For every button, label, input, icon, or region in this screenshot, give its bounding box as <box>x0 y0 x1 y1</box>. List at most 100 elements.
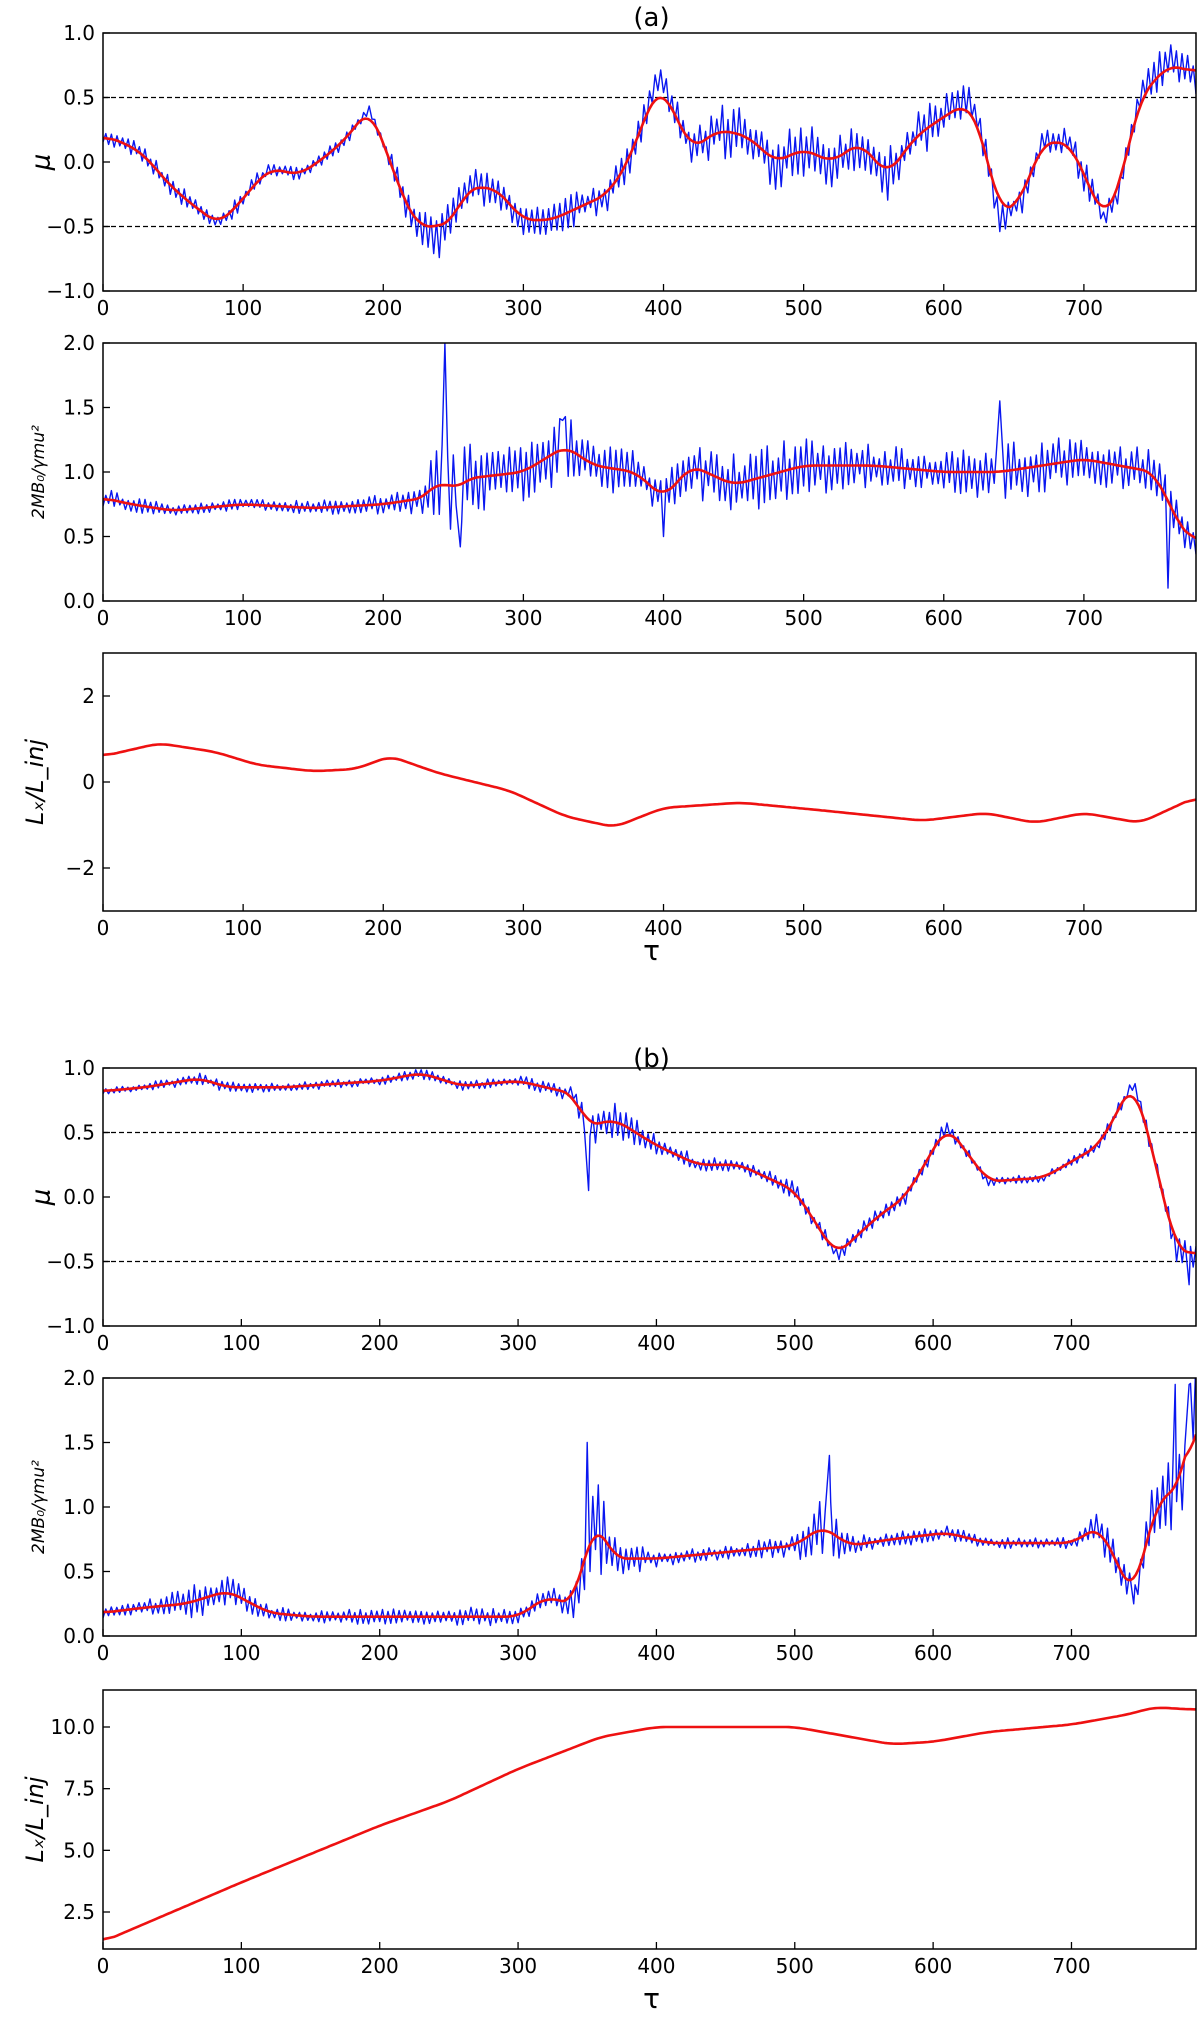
x-tick-label: 100 <box>222 1641 260 1665</box>
y-tick-label: −2 <box>66 856 95 880</box>
y-tick-label: 1.0 <box>63 1495 95 1519</box>
plot-area <box>103 44 1196 259</box>
x-tick-label: 600 <box>925 916 963 940</box>
axes-frame <box>102 1689 1197 1950</box>
plot-area <box>103 1378 1196 1627</box>
y-tick-label: 2.5 <box>63 1900 95 1924</box>
x-tick-label: 600 <box>925 296 963 320</box>
y-tick-label: 7.5 <box>63 1777 95 1801</box>
plot-area <box>103 343 1196 589</box>
x-tick-label: 200 <box>364 296 402 320</box>
axes-frame <box>102 32 1197 292</box>
x-tick-label: 100 <box>222 1954 260 1978</box>
y-tick-label: 0.0 <box>63 150 95 174</box>
chart-a-mu: 0 100 200 300 400 500 600 700 −1.0 −0.5 0.0 0.5 1.0 μ… <box>27 3 1197 320</box>
y-tick-label: 0.0 <box>63 1185 95 1209</box>
x-tick-label: 700 <box>1052 1641 1090 1665</box>
smoothed-series-line <box>103 66 1196 228</box>
y-axis-label: Lₓ/L_inj <box>21 739 49 825</box>
x-tick-label: 600 <box>914 1954 952 1978</box>
x-axis-label: τ <box>643 934 660 967</box>
y-tick-label: 1.0 <box>63 1056 95 1080</box>
x-tick-label: 700 <box>1065 606 1103 630</box>
x-tick-label: 200 <box>361 1331 399 1355</box>
x-tick-label: 300 <box>499 1331 537 1355</box>
x-tick-label: 300 <box>504 606 542 630</box>
raw-series-line <box>103 44 1196 259</box>
smoothed-series-line <box>103 1433 1196 1618</box>
x-tick-label: 200 <box>364 606 402 630</box>
x-tick-label: 700 <box>1065 916 1103 940</box>
x-tick-label: 0 <box>97 1331 110 1355</box>
x-tick-label: 400 <box>644 606 682 630</box>
x-tick-label: 100 <box>222 1331 260 1355</box>
plot-area <box>103 1069 1196 1286</box>
chart-b-ratio: 0 100 200 300 400 500 600 700 0.0 0.5 1.0 1.5 2.0 2MB… <box>29 1366 1197 1665</box>
y-tick-label: 0.5 <box>63 525 95 549</box>
y-tick-label: 1.0 <box>63 21 95 45</box>
y-tick-label: −0.5 <box>46 215 95 239</box>
y-axis-label: 2MB₀/γmu² <box>29 1460 49 1554</box>
y-tick-label: 1.5 <box>63 396 95 420</box>
chart-b-mu: 0 100 200 300 400 500 600 700 −1.0 −0.5 0.0 0.5 1.0 μ… <box>27 1044 1197 1355</box>
x-tick-label: 600 <box>914 1641 952 1665</box>
x-tick-label: 0 <box>97 916 110 940</box>
y-axis-label: μ <box>27 1189 57 1207</box>
x-axis-label: τ <box>643 1982 660 2015</box>
y-tick-label: 2 <box>82 684 95 708</box>
chart-b-L: 0 100 200 300 400 500 600 700 2.5 5.0 7.5 10.0 Lₓ/L_… <box>21 1689 1197 2015</box>
y-axis-label: Lₓ/L_inj <box>21 1776 49 1862</box>
x-tick-label: 0 <box>97 606 110 630</box>
x-tick-label: 500 <box>785 606 823 630</box>
x-tick-label: 100 <box>224 916 262 940</box>
panel-title: (b) <box>633 1044 670 1074</box>
smoothed-series-line <box>103 1073 1196 1255</box>
raw-series-line <box>103 343 1196 589</box>
axes-frame <box>102 652 1197 912</box>
axes-frame <box>102 1067 1197 1327</box>
x-tick-label: 400 <box>637 1331 675 1355</box>
x-tick-label: 700 <box>1065 296 1103 320</box>
y-tick-label: 1.0 <box>63 460 95 484</box>
y-tick-label: 2.0 <box>63 331 95 355</box>
y-axis-label-text: 2MB₀/γmu² <box>29 1460 49 1554</box>
x-tick-label: 200 <box>361 1641 399 1665</box>
x-tick-label: 200 <box>361 1954 399 1978</box>
x-tick-label: 300 <box>504 916 542 940</box>
x-tick-label: 400 <box>637 1641 675 1665</box>
x-tick-label: 300 <box>504 296 542 320</box>
x-tick-label: 200 <box>364 916 402 940</box>
x-tick-label: 600 <box>914 1331 952 1355</box>
x-tick-label: 400 <box>637 1954 675 1978</box>
x-tick-label: 300 <box>499 1641 537 1665</box>
y-tick-label: −1.0 <box>46 279 95 303</box>
x-tick-label: 100 <box>224 296 262 320</box>
y-tick-label: 0.5 <box>63 86 95 110</box>
x-tick-label: 500 <box>776 1954 814 1978</box>
y-axis-label-text: 2MB₀/γmu² <box>29 425 49 519</box>
smoothed-series-line <box>103 448 1196 540</box>
x-tick-label: 500 <box>776 1641 814 1665</box>
y-tick-label: 5.0 <box>63 1838 95 1862</box>
y-tick-label: −0.5 <box>46 1250 95 1274</box>
x-tick-label: 100 <box>224 606 262 630</box>
axes-frame <box>102 1377 1197 1637</box>
x-tick-label: 0 <box>97 296 110 320</box>
chart-a-ratio: 0 100 200 300 400 500 600 700 0.0 0.5 1.0 1.5 2.0 2MB… <box>29 331 1197 630</box>
y-tick-label: 0 <box>82 770 95 794</box>
x-tick-label: 0 <box>97 1954 110 1978</box>
smoothed-series-line <box>103 1706 1196 1941</box>
panel-title: (a) <box>633 3 669 33</box>
y-tick-label: 0.5 <box>63 1121 95 1145</box>
plot-area <box>103 1706 1196 1941</box>
x-tick-label: 500 <box>785 296 823 320</box>
y-tick-label: −1.0 <box>46 1314 95 1338</box>
y-tick-label: 10.0 <box>50 1715 95 1739</box>
y-tick-label: 1.5 <box>63 1431 95 1455</box>
x-tick-label: 700 <box>1052 1954 1090 1978</box>
x-tick-label: 300 <box>499 1954 537 1978</box>
y-tick-label: 2.0 <box>63 1366 95 1390</box>
y-tick-label: 0.0 <box>63 1624 95 1648</box>
chart-a-L: 0 100 200 300 400 500 600 700 −2 0 2 Lₓ/L_inj τ <box>21 652 1197 967</box>
